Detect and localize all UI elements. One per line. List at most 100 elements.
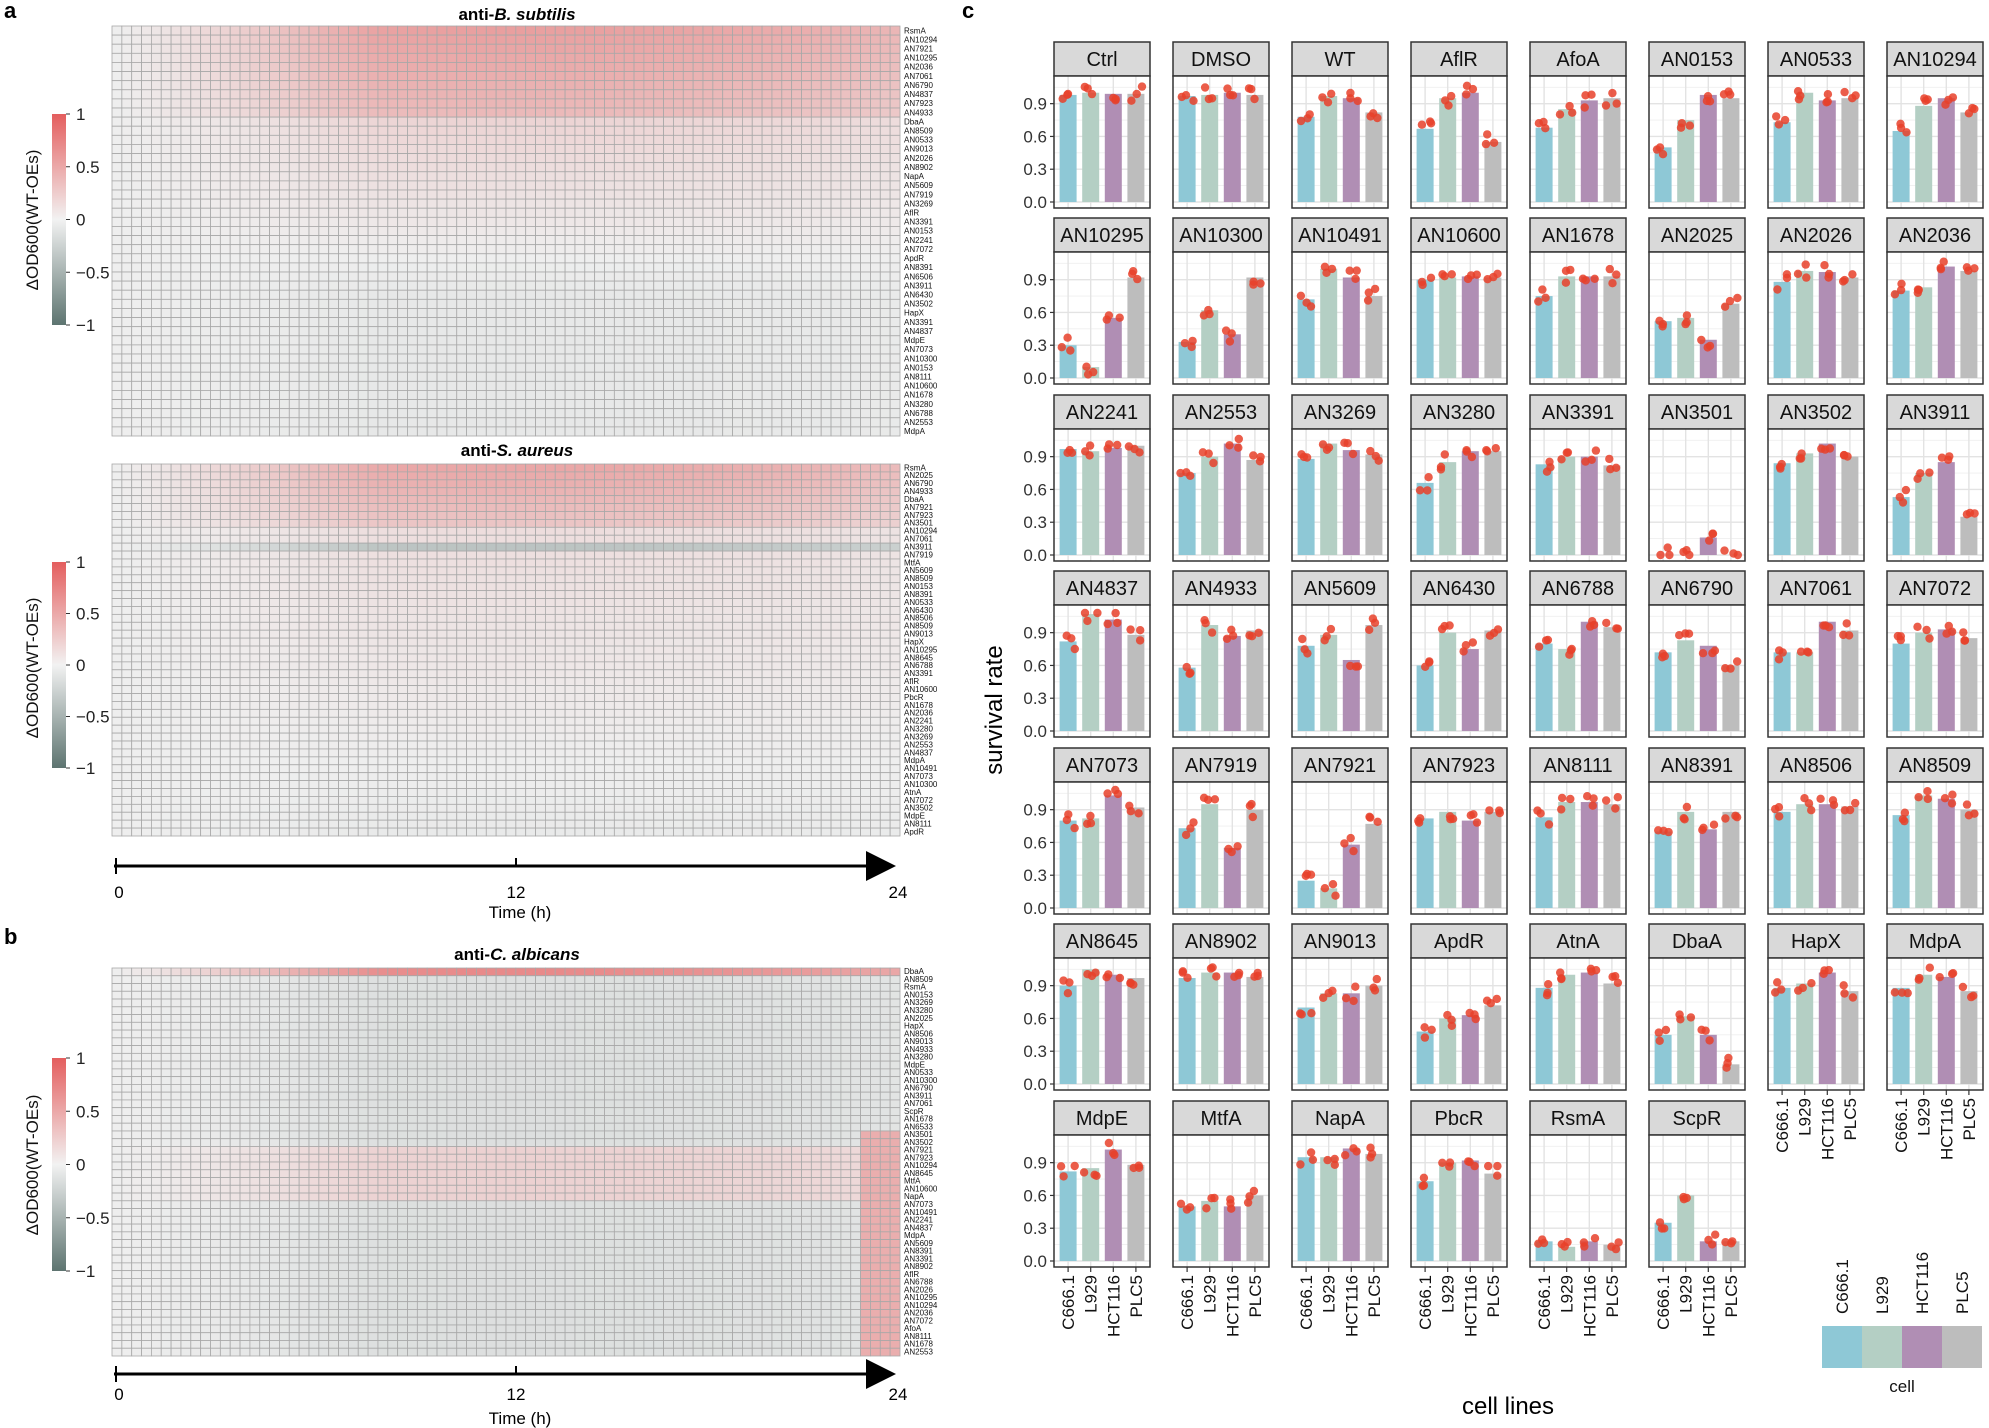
heatmap-cell bbox=[810, 390, 822, 400]
heatmap-cell bbox=[357, 574, 369, 584]
heatmap-cell bbox=[239, 550, 251, 560]
heatmap-cell bbox=[397, 189, 408, 200]
heatmap-cell bbox=[219, 34, 231, 45]
heatmap-cell bbox=[751, 542, 763, 552]
heatmap-cell bbox=[328, 362, 339, 373]
heatmap-cell bbox=[426, 590, 438, 599]
heatmap-cell bbox=[318, 207, 330, 218]
heatmap-cell bbox=[564, 511, 576, 520]
heatmap-cell bbox=[180, 308, 192, 318]
heatmap-cell bbox=[732, 80, 743, 91]
heatmap-cell bbox=[791, 262, 802, 273]
heatmap-cell bbox=[476, 362, 487, 373]
heatmap-cell bbox=[436, 62, 448, 72]
heatmap-cell bbox=[584, 235, 596, 246]
heatmap-cell bbox=[712, 380, 724, 391]
heatmap-cell bbox=[604, 189, 615, 200]
heatmap-cell bbox=[879, 542, 891, 552]
heatmap-cell bbox=[308, 280, 320, 291]
heatmap-cell bbox=[810, 380, 822, 391]
heatmap-cell bbox=[466, 253, 477, 264]
heatmap-cell bbox=[535, 371, 546, 382]
heatmap-cell bbox=[416, 52, 428, 63]
heatmap-cell bbox=[298, 144, 310, 154]
heatmap-cell bbox=[732, 487, 743, 497]
heatmap-cell bbox=[850, 574, 862, 584]
heatmap-cell bbox=[663, 550, 674, 560]
heatmap-cell bbox=[456, 463, 468, 473]
heatmap-cell bbox=[751, 162, 763, 173]
heatmap-cell bbox=[387, 89, 399, 100]
heatmap-cell bbox=[170, 144, 182, 154]
heatmap-cell bbox=[712, 134, 724, 145]
heatmap-cell bbox=[397, 34, 408, 45]
heatmap-cell bbox=[318, 417, 330, 428]
heatmap-cell bbox=[594, 125, 605, 136]
heatmap-cell bbox=[554, 125, 566, 136]
heatmap-cell bbox=[742, 558, 753, 568]
heatmap-cell bbox=[279, 107, 290, 118]
heatmap-cell bbox=[840, 25, 852, 36]
heatmap-cell bbox=[141, 362, 152, 373]
heatmap-cell bbox=[820, 511, 832, 520]
heatmap-cell bbox=[613, 566, 625, 576]
heatmap-cell bbox=[820, 335, 832, 346]
heatmap-cell bbox=[810, 308, 822, 318]
heatmap-cell bbox=[771, 566, 783, 576]
heatmap-cell bbox=[150, 534, 162, 544]
heatmap-cell bbox=[613, 344, 625, 355]
heatmap-cell bbox=[771, 107, 783, 118]
heatmap-cell bbox=[466, 189, 477, 200]
heatmap-cell bbox=[535, 326, 546, 337]
heatmap-cell bbox=[525, 226, 536, 236]
heatmap-cell bbox=[692, 34, 704, 45]
heatmap-cell bbox=[269, 326, 280, 337]
heatmap-row-label: HapX bbox=[904, 309, 925, 318]
heatmap-cell bbox=[564, 298, 576, 309]
heatmap-cell bbox=[732, 43, 743, 54]
heatmap-cell bbox=[131, 487, 142, 497]
heatmap-cell bbox=[466, 590, 477, 599]
heatmap-cell bbox=[377, 71, 389, 82]
heatmap-cell bbox=[751, 180, 763, 191]
heatmap-cell bbox=[131, 244, 142, 255]
heatmap-cell bbox=[742, 582, 753, 592]
heatmap-cell bbox=[742, 317, 753, 328]
heatmap-cell bbox=[870, 62, 881, 72]
heatmap-cell bbox=[505, 558, 517, 568]
heatmap-cell bbox=[554, 574, 566, 584]
heatmap-cell bbox=[190, 244, 202, 255]
heatmap-cell bbox=[180, 479, 192, 489]
heatmap-cell bbox=[190, 235, 202, 246]
heatmap-cell bbox=[269, 262, 280, 273]
heatmap-cell bbox=[781, 171, 793, 182]
heatmap-cell bbox=[830, 280, 842, 291]
heatmap-cell bbox=[761, 335, 773, 346]
heatmap-cell bbox=[702, 244, 714, 255]
heatmap-cell bbox=[436, 574, 448, 584]
heatmap-cell bbox=[466, 479, 477, 489]
heatmap-cell bbox=[801, 335, 812, 346]
heatmap-cell bbox=[692, 471, 704, 481]
heatmap-cell bbox=[761, 371, 773, 382]
heatmap-cell bbox=[623, 171, 635, 182]
heatmap-cell bbox=[150, 362, 162, 373]
heatmap-cell bbox=[269, 390, 280, 400]
heatmap-cell bbox=[249, 390, 261, 400]
heatmap-cell bbox=[889, 335, 901, 346]
heatmap-cell bbox=[219, 371, 231, 382]
heatmap-cell bbox=[397, 198, 408, 209]
heatmap-cell bbox=[466, 326, 477, 337]
heatmap-cell bbox=[870, 162, 881, 173]
heatmap-cell bbox=[505, 463, 517, 473]
heatmap-cell bbox=[545, 399, 556, 410]
heatmap-cell bbox=[456, 308, 468, 318]
heatmap-cell bbox=[810, 566, 822, 576]
heatmap-cell bbox=[771, 171, 783, 182]
heatmap-cell bbox=[682, 71, 694, 82]
heatmap-cell bbox=[328, 144, 339, 154]
heatmap-cell bbox=[702, 235, 714, 246]
heatmap-cell bbox=[328, 471, 339, 481]
heatmap-cell bbox=[476, 487, 487, 497]
heatmap-cell bbox=[141, 52, 152, 63]
